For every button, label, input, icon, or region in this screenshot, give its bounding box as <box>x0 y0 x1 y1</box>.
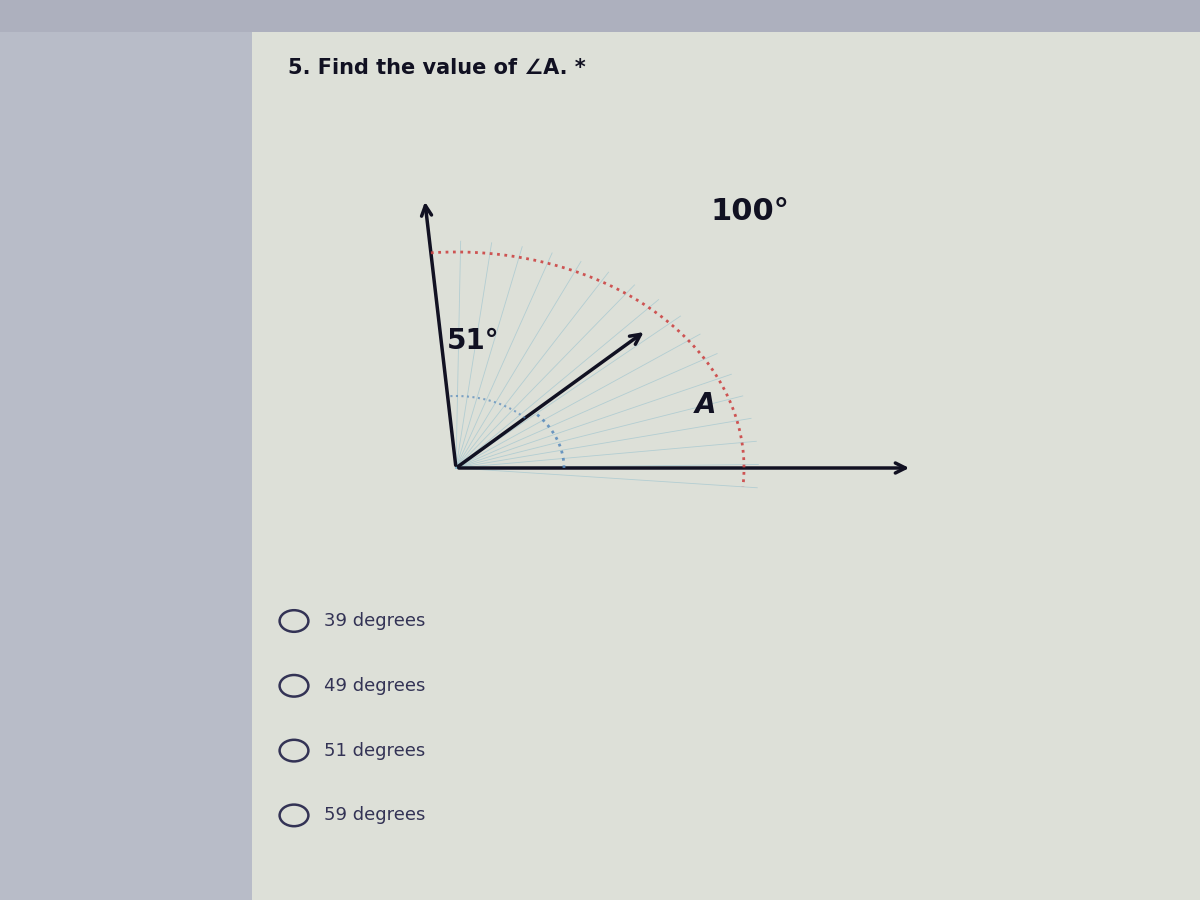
Text: 100°: 100° <box>710 197 790 226</box>
Bar <box>0 0 1200 32</box>
Text: 59 degrees: 59 degrees <box>324 806 425 824</box>
Bar <box>252 0 1200 900</box>
Text: 49 degrees: 49 degrees <box>324 677 425 695</box>
Text: 51°: 51° <box>446 327 499 355</box>
Text: 39 degrees: 39 degrees <box>324 612 425 630</box>
Text: 5. Find the value of ∠A. *: 5. Find the value of ∠A. * <box>288 58 586 78</box>
Text: 51 degrees: 51 degrees <box>324 742 425 760</box>
Text: A: A <box>695 392 716 419</box>
